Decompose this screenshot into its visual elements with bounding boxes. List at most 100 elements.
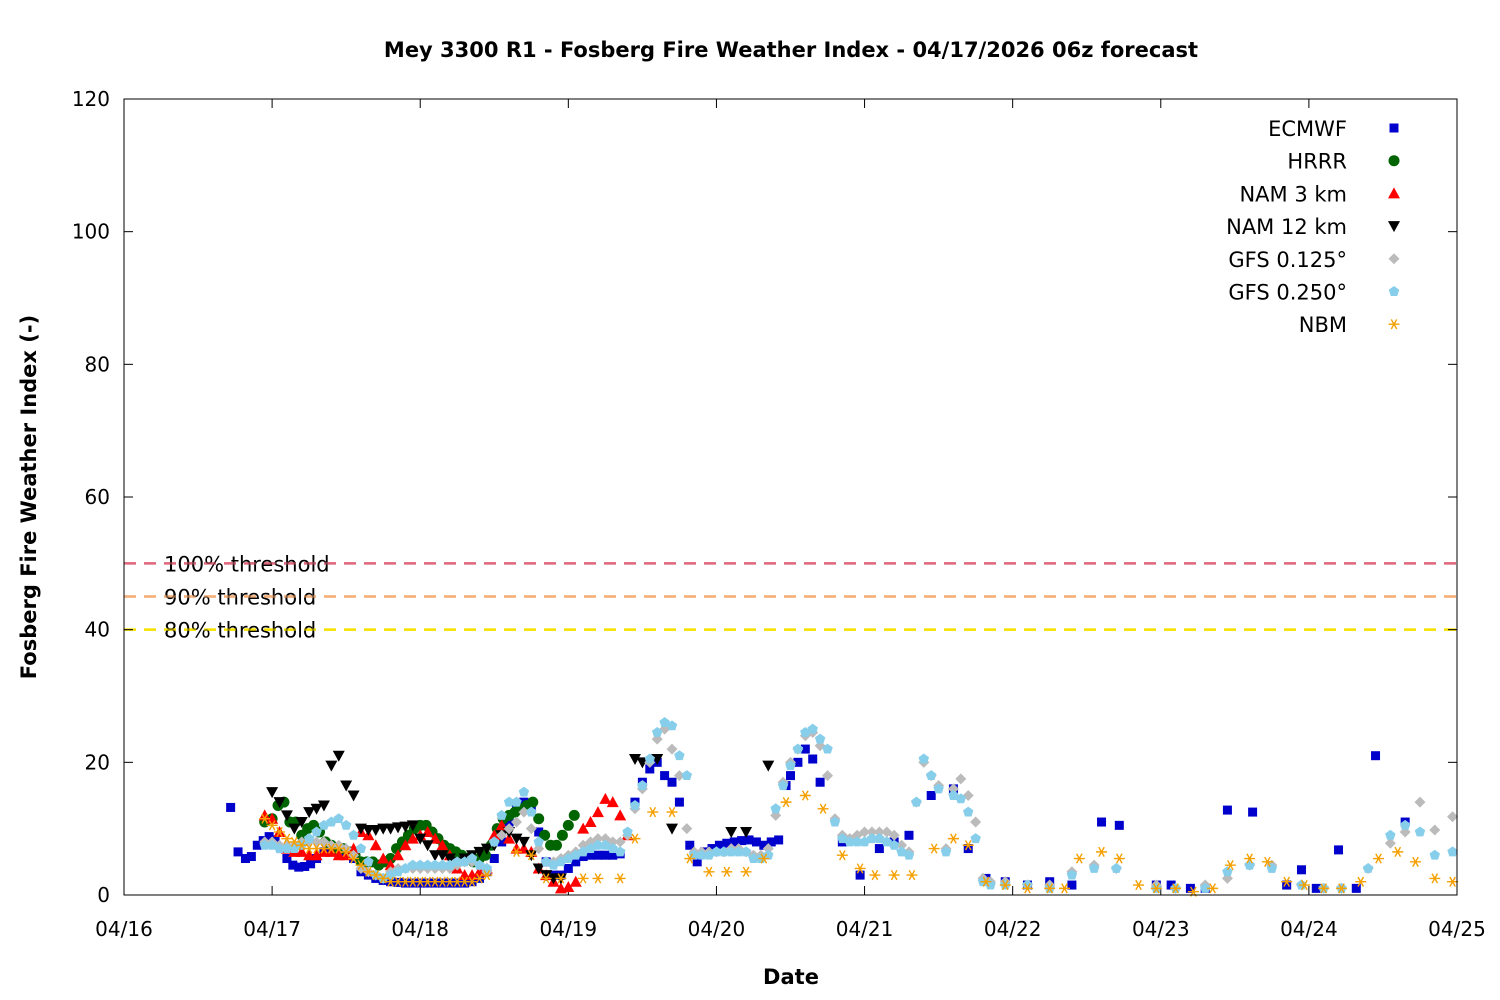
data-point	[563, 853, 574, 863]
data-point	[1311, 883, 1321, 893]
legend-label: NBM	[1299, 313, 1347, 337]
data-point	[340, 819, 352, 830]
y-tick-label: 60	[85, 485, 110, 509]
data-point	[1073, 853, 1085, 864]
data-point	[300, 861, 310, 871]
data-point	[1399, 819, 1411, 830]
data-point	[429, 859, 441, 870]
legend-label: GFS 0.250°	[1228, 281, 1347, 305]
data-point	[392, 866, 404, 877]
data-point	[348, 829, 359, 840]
data-point	[874, 844, 884, 854]
data-point	[577, 822, 590, 834]
data-point	[628, 754, 641, 766]
data-point	[392, 849, 405, 861]
data-point	[563, 863, 573, 873]
data-point	[1170, 883, 1182, 894]
data-point	[955, 773, 967, 785]
data-point	[570, 849, 581, 860]
data-point	[527, 796, 539, 808]
data-point	[786, 771, 795, 781]
data-point	[534, 827, 544, 837]
data-point	[348, 853, 360, 864]
data-point	[807, 723, 818, 734]
data-point	[666, 720, 678, 731]
data-point	[1392, 846, 1404, 857]
data-point	[259, 839, 270, 850]
x-tick-label: 04/22	[984, 917, 1042, 941]
data-point	[970, 816, 982, 828]
data-point	[1447, 846, 1458, 857]
data-point	[940, 846, 952, 857]
data-point	[584, 816, 597, 828]
data-point	[436, 850, 449, 862]
data-point	[317, 800, 330, 812]
data-point	[282, 854, 292, 864]
data-point	[666, 806, 678, 818]
data-point	[294, 862, 304, 872]
data-point	[562, 819, 574, 831]
data-point	[629, 799, 641, 810]
data-point	[854, 863, 866, 874]
data-point	[674, 750, 685, 761]
data-point	[645, 764, 655, 774]
x-tick-label: 04/20	[688, 917, 746, 941]
data-point	[1261, 856, 1273, 867]
data-point	[281, 833, 293, 844]
data-point	[689, 849, 700, 860]
data-point	[266, 820, 278, 831]
data-point	[1351, 883, 1361, 893]
data-point	[526, 806, 537, 817]
data-point	[1282, 880, 1292, 890]
data-point	[288, 860, 298, 870]
data-point	[759, 840, 769, 850]
y-tick-label: 80	[85, 352, 110, 376]
data-point	[571, 857, 581, 867]
data-point	[443, 853, 456, 865]
data-point	[517, 836, 530, 848]
data-point	[1022, 879, 1033, 890]
series-nam-12-km	[266, 750, 775, 885]
data-point	[644, 753, 656, 764]
data-point	[568, 809, 580, 821]
data-point	[1066, 869, 1078, 880]
data-point	[246, 852, 256, 862]
x-tick-label: 04/17	[243, 917, 301, 941]
data-point	[748, 853, 759, 863]
data-point	[1385, 829, 1396, 840]
data-point	[1096, 846, 1108, 857]
data-point	[533, 813, 545, 825]
data-point	[911, 796, 922, 807]
data-point	[785, 760, 796, 771]
data-point	[592, 839, 604, 850]
data-point	[459, 856, 470, 867]
data-point	[407, 859, 419, 870]
data-point	[347, 842, 360, 854]
data-point	[866, 833, 878, 844]
data-point	[614, 836, 626, 848]
data-point	[226, 802, 236, 812]
data-point	[792, 743, 804, 754]
data-point	[577, 846, 589, 857]
data-point	[550, 839, 562, 851]
data-point	[744, 835, 754, 845]
data-point	[473, 873, 485, 884]
data-point	[252, 840, 262, 850]
data-point	[1150, 883, 1162, 894]
data-point	[869, 869, 881, 881]
data-point	[1097, 817, 1107, 827]
data-point	[406, 820, 419, 832]
data-point	[377, 852, 390, 864]
data-point	[333, 813, 344, 824]
data-point	[326, 816, 337, 827]
data-point	[822, 743, 833, 754]
data-point	[489, 854, 499, 864]
data-point	[714, 840, 724, 850]
data-point	[1111, 862, 1122, 873]
data-point	[400, 862, 411, 873]
data-point	[540, 873, 552, 884]
data-point	[591, 806, 604, 818]
